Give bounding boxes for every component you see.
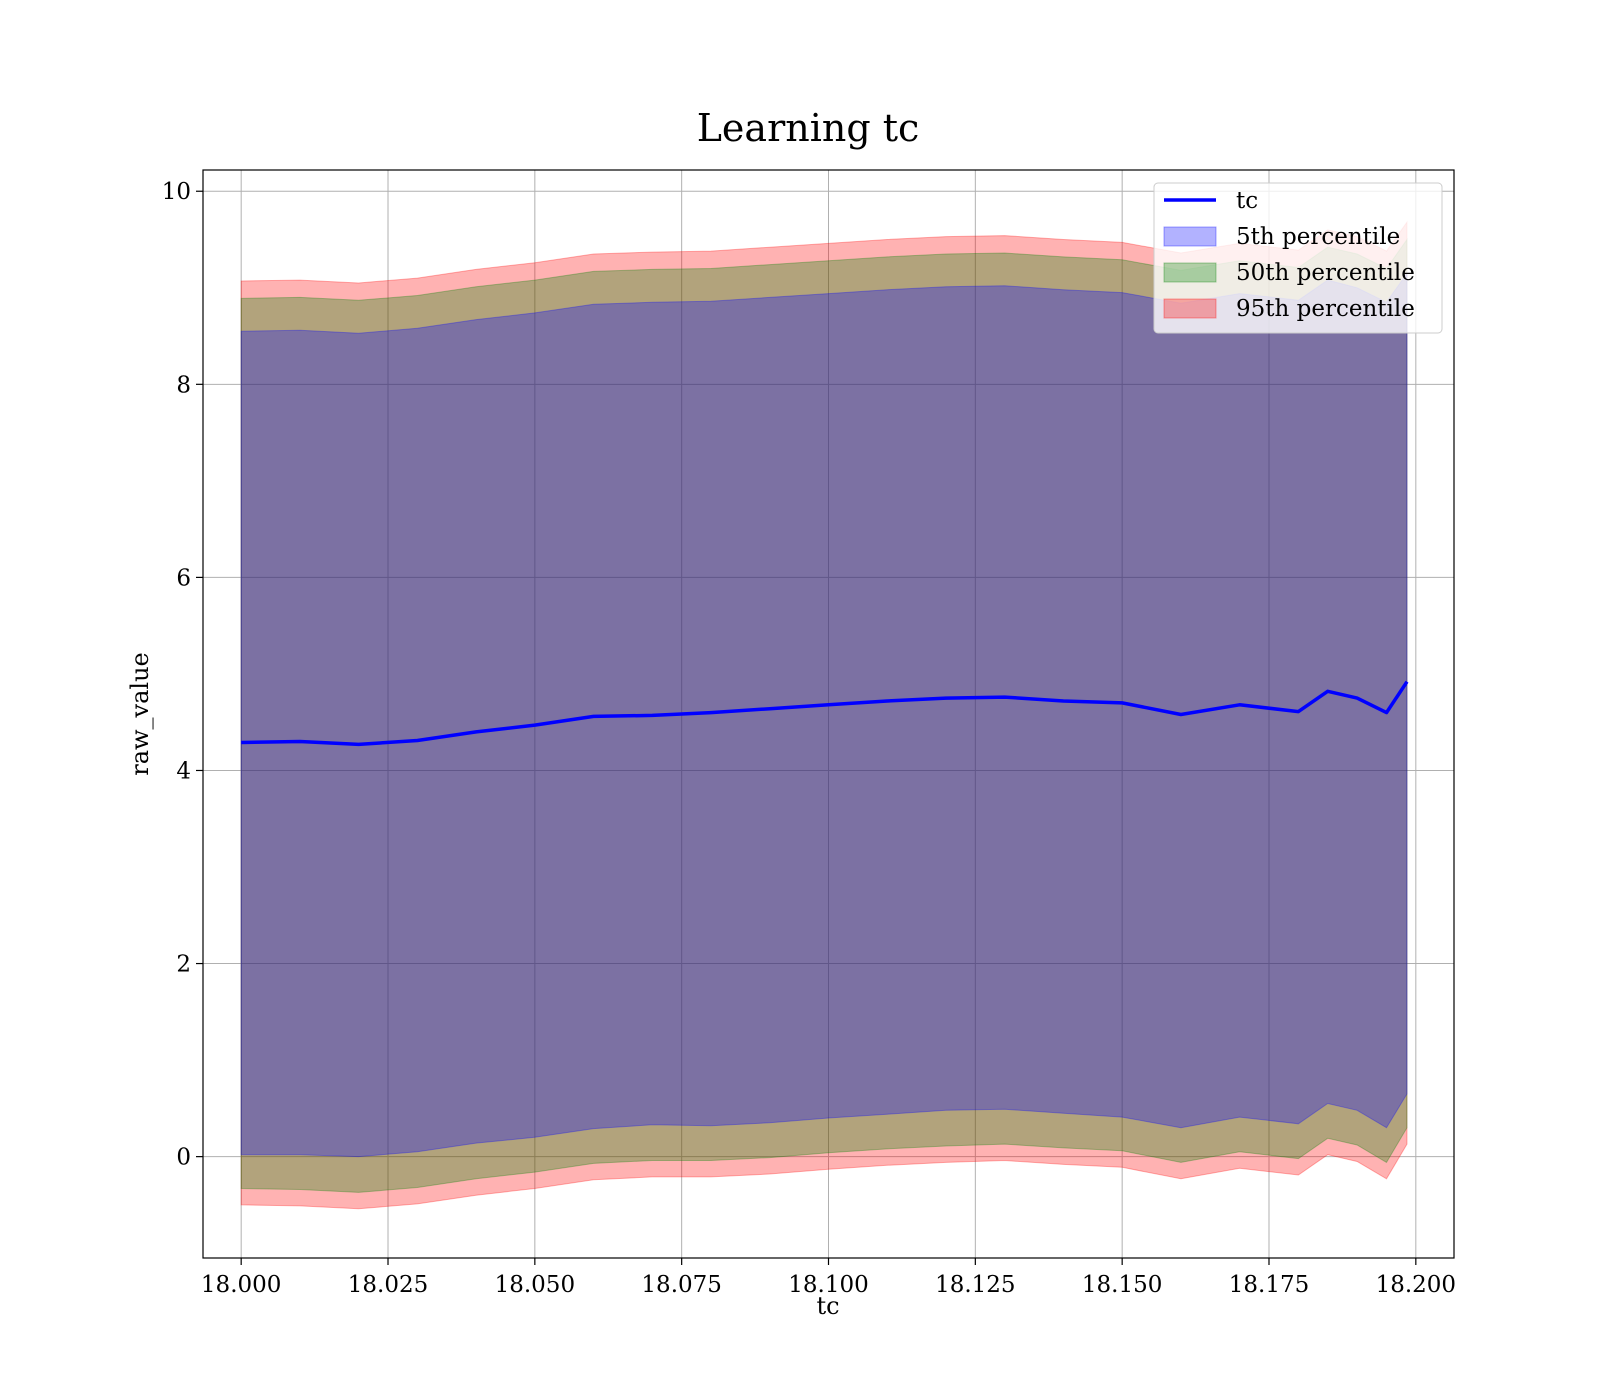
axis-ticks: 18.000 18.025 18.050 18.075 18.100 18.125 18.1… [162, 179, 1456, 1298]
legend-label: 95th percentile [1236, 296, 1415, 322]
legend-swatch-5th-percentile [1163, 226, 1217, 247]
x-tick-label: 18.050 [495, 1272, 575, 1298]
x-tick-label: 18.000 [201, 1272, 281, 1298]
y-tick-label: 4 [176, 758, 191, 784]
y-axis-label: raw_value [126, 652, 154, 776]
band-5th-percentile [240, 271, 1408, 1158]
y-tick-label: 2 [176, 952, 191, 978]
chart-title: Learning tc [697, 106, 920, 150]
series-line-tc [241, 680, 1409, 747]
grid [203, 170, 1454, 1258]
y-tick-label: 10 [162, 179, 191, 205]
x-tick-label: 18.125 [935, 1272, 1015, 1298]
x-tick-label: 18.100 [788, 1272, 868, 1298]
percentile-bands [240, 220, 1408, 1210]
y-tick-label: 0 [176, 1145, 191, 1171]
band-95th-percentile [240, 220, 1408, 1210]
y-tick-label: 6 [176, 565, 191, 591]
legend-label: tc [1236, 188, 1258, 214]
legend-label: 50th percentile [1236, 260, 1415, 286]
x-tick-label: 18.200 [1376, 1272, 1456, 1298]
legend: tc 5th percentile 50th percentile 95th perc… [1153, 182, 1443, 334]
x-axis-label: tc [816, 1292, 839, 1320]
band-50th-percentile [240, 237, 1408, 1193]
x-tick-label: 18.175 [1229, 1272, 1309, 1298]
legend-label: 5th percentile [1236, 224, 1400, 250]
x-tick-label: 18.025 [348, 1272, 428, 1298]
series-lines [241, 680, 1409, 747]
legend-swatch-95th-percentile [1163, 298, 1217, 319]
x-tick-label: 18.075 [641, 1272, 721, 1298]
y-tick-label: 8 [176, 372, 191, 398]
x-tick-label: 18.150 [1082, 1272, 1162, 1298]
legend-swatch-50th-percentile [1163, 262, 1217, 283]
legend-box [1153, 182, 1443, 334]
